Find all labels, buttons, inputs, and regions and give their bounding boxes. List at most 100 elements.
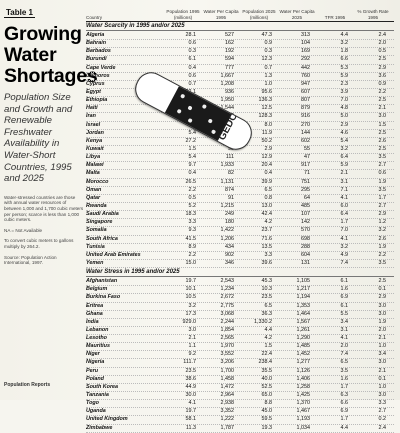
cell-tfr: 5.9 <box>340 162 349 169</box>
cell-tfr: 1.6 <box>340 375 349 382</box>
table-row: South Africa 41.5 1,206 71.6 698 4.1 2.6 <box>86 236 394 244</box>
cell-pop-2025: 136.3 <box>258 97 273 104</box>
cell-pop-1995: 19.7 <box>185 278 197 285</box>
side-notes: Water-stressed countries are those with … <box>4 195 84 266</box>
cell-growth: 0.6 <box>378 170 387 177</box>
cell-tfr: 4.8 <box>340 105 349 112</box>
cell-growth: 3.0 <box>378 302 387 309</box>
cell-water-2025: 292 <box>301 56 310 63</box>
cell-country: Cape Verde <box>86 64 116 71</box>
cell-country: Afghanistan <box>86 278 118 285</box>
cell-country: Burundi <box>86 56 107 63</box>
cell-pop-1995: 17.3 <box>185 310 197 317</box>
cell-country: Barbados <box>86 48 111 55</box>
cell-water-1995: 3,352 <box>220 408 235 415</box>
cell-growth: 3.2 <box>378 227 387 234</box>
cell-water-1995: 111 <box>225 154 234 161</box>
cell-tfr: 3.5 <box>340 367 349 374</box>
table-row: Uganda 19.7 3,352 45.0 1,467 6.9 2.7 <box>86 408 394 417</box>
table-body: Water Scarcity in 1995 and/or 2025 Algeri… <box>86 23 394 433</box>
header-pop-1995: Population 1995 (millions) <box>166 9 200 20</box>
cell-water-1995: 777 <box>225 64 234 71</box>
cell-tfr: 4.1 <box>340 235 349 242</box>
table-row: Rwanda 5.2 1,215 13.0 485 6.0 2.7 <box>86 202 394 212</box>
cell-pop-2025: 6.5 <box>264 302 273 309</box>
cell-tfr: 7.4 <box>340 259 349 266</box>
cell-water-1995: 2,244 <box>220 318 235 325</box>
table-row: Ghana 17.3 3,068 36.3 1,464 5.5 3.0 <box>86 311 394 319</box>
cell-pop-1995: 11.3 <box>185 424 196 431</box>
table-row: Burkina Faso 10.5 2,672 23.5 1,194 6.9 2.9 <box>86 294 394 303</box>
cell-country: Kenya <box>86 137 103 144</box>
cell-country: Niger <box>86 351 100 358</box>
cell-growth: 2.0 <box>378 40 387 47</box>
cell-tfr: 1.7 <box>340 416 349 423</box>
cell-country: Qatar <box>86 194 101 201</box>
cell-tfr: 7.4 <box>340 351 349 358</box>
cell-water-1995: 192 <box>225 48 234 55</box>
cell-growth: 2.9 <box>378 294 387 301</box>
cell-pop-2025: 1.0 <box>264 80 273 87</box>
cell-tfr: 3.1 <box>340 326 349 333</box>
cell-country: Uganda <box>86 408 106 415</box>
cell-country: Saudi Arabia <box>86 211 119 218</box>
side-note: Water-stressed countries are those with … <box>4 194 84 223</box>
cell-water-2025: 604 <box>301 251 310 258</box>
cell-tfr: 5.0 <box>340 113 349 120</box>
cell-country: Rwanda <box>86 202 107 209</box>
cell-water-1995: 1,422 <box>220 227 235 234</box>
cell-water-2025: 485 <box>301 202 310 209</box>
cell-pop-2025: 45.0 <box>261 408 273 415</box>
cell-tfr: 3.1 <box>340 178 349 185</box>
cell-water-1995: 1,854 <box>220 326 235 333</box>
cell-pop-2025: 3.3 <box>264 251 273 258</box>
cell-tfr: 5.5 <box>340 310 349 317</box>
cell-pop-2025: 4.4 <box>264 326 273 333</box>
cell-water-1995: 1,234 <box>220 286 235 293</box>
table-row: Yemen 15.0 346 39.6 131 7.4 3.5 <box>86 259 394 269</box>
cell-water-1995: 2,775 <box>220 302 235 309</box>
cell-country: Peru <box>86 367 98 374</box>
cell-water-1995: 1,208 <box>220 80 235 87</box>
cell-water-1995: 1,950 <box>220 97 235 104</box>
cell-water-1995: 2,672 <box>220 294 235 301</box>
cell-water-2025: 1,034 <box>296 424 311 431</box>
cell-pop-2025: 1.3 <box>264 72 273 79</box>
side-note: Source: Population Action International,… <box>4 254 57 266</box>
cell-pop-2025: 23.7 <box>261 227 273 234</box>
cell-tfr: 6.0 <box>340 202 349 209</box>
cell-pop-2025: 45.3 <box>261 278 273 285</box>
cell-tfr: 6.1 <box>340 302 349 309</box>
cell-pop-2025: 71.6 <box>261 235 273 242</box>
cell-pop-1995: 1.5 <box>188 145 197 152</box>
cell-growth: 0.5 <box>378 48 387 55</box>
cell-growth: 2.5 <box>378 278 387 285</box>
cell-pop-2025: 65.0 <box>261 392 273 399</box>
table-row: Malawi 9.7 1,933 20.4 917 5.9 2.7 <box>86 162 394 171</box>
cell-water-1995: 1,472 <box>220 383 235 390</box>
table-row: Lebanon 3.0 1,854 4.4 1,261 3.1 2.0 <box>86 326 394 336</box>
table-row: Cyprus 0.7 1,208 1.0 947 2.3 0.9 <box>86 81 394 89</box>
table-row: Libya 5.4 111 12.9 47 6.4 3.5 <box>86 154 394 163</box>
cell-country: Poland <box>86 375 104 382</box>
cell-pop-1995: 26.5 <box>185 178 197 185</box>
cell-tfr: 1.7 <box>340 383 349 390</box>
cell-growth: 2.6 <box>378 137 387 144</box>
table-row: Lesotho 2.1 2,565 4.2 1,290 4.1 2.1 <box>86 335 394 344</box>
cell-pop-2025: 0.9 <box>264 40 273 47</box>
cell-pop-2025: 8.8 <box>264 400 273 407</box>
cell-pop-2025: 1.5 <box>264 343 273 350</box>
cell-country: Bahrain <box>86 40 107 47</box>
cell-tfr: 1.7 <box>340 219 349 226</box>
footer-label: Population Reports <box>4 382 51 388</box>
cell-growth: 3.0 <box>378 113 387 120</box>
cell-tfr: 1.6 <box>340 286 349 293</box>
section-title: Water Stress in 1995 and/or 2025 <box>86 269 394 278</box>
cell-pop-1995: 19.7 <box>185 408 197 415</box>
cell-country: Libya <box>86 154 101 161</box>
document-subtitle: Population Size and Growth and Renewable… <box>4 92 73 185</box>
cell-pop-1995: 23.5 <box>185 367 197 374</box>
cell-water-2025: 64 <box>304 194 310 201</box>
